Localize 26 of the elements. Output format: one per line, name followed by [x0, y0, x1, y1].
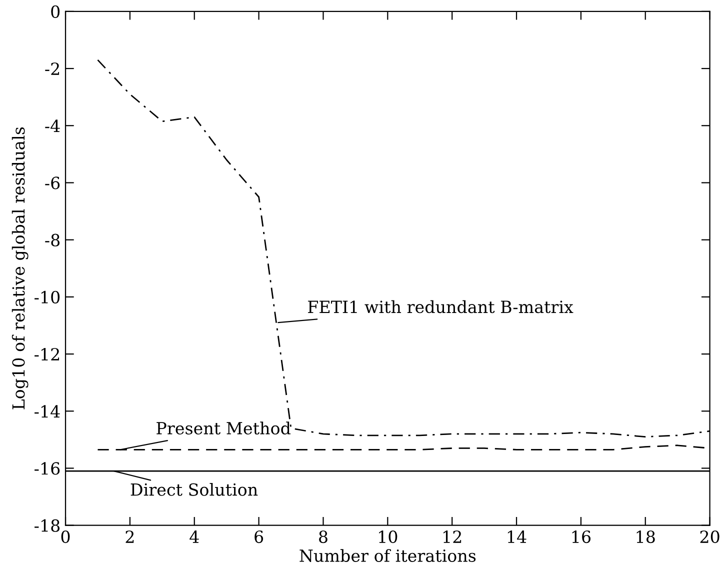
x-axis-title: Number of iterations [300, 549, 476, 562]
y-tick-label: -12 [34, 348, 60, 360]
x-tick-label: 20 [700, 530, 720, 544]
annotation: Present Method [156, 422, 290, 435]
x-tick-label: 4 [190, 530, 199, 543]
x-tick-label: 14 [508, 530, 526, 543]
y-tick-label: -10 [34, 290, 60, 304]
annotation: Direct Solution [130, 482, 258, 496]
y-axis-title: Log10 of relative global residuals [12, 127, 28, 410]
y-tick-label: -4 [45, 120, 60, 132]
x-tick-label: 18 [636, 530, 655, 544]
y-tick-label: -6 [45, 176, 60, 190]
x-tick-label: 16 [572, 530, 590, 544]
y-tick-label: -2 [45, 62, 60, 75]
x-tick-label: 8 [319, 530, 328, 544]
y-tick-label: -18 [34, 519, 60, 532]
x-tick-label: 2 [126, 530, 134, 543]
x-tick-label: 10 [379, 530, 398, 544]
y-tick-label: -8 [45, 234, 60, 246]
x-tick-label: 0 [61, 530, 70, 544]
annotation: FETI1 with redundant B-matrix [308, 300, 574, 314]
y-tick-label: 0 [51, 5, 60, 18]
x-tick-label: 6 [254, 530, 264, 544]
y-tick-label: -14 [34, 405, 60, 418]
x-tick-label: 12 [444, 530, 462, 543]
y-tick-label: -16 [34, 462, 60, 475]
